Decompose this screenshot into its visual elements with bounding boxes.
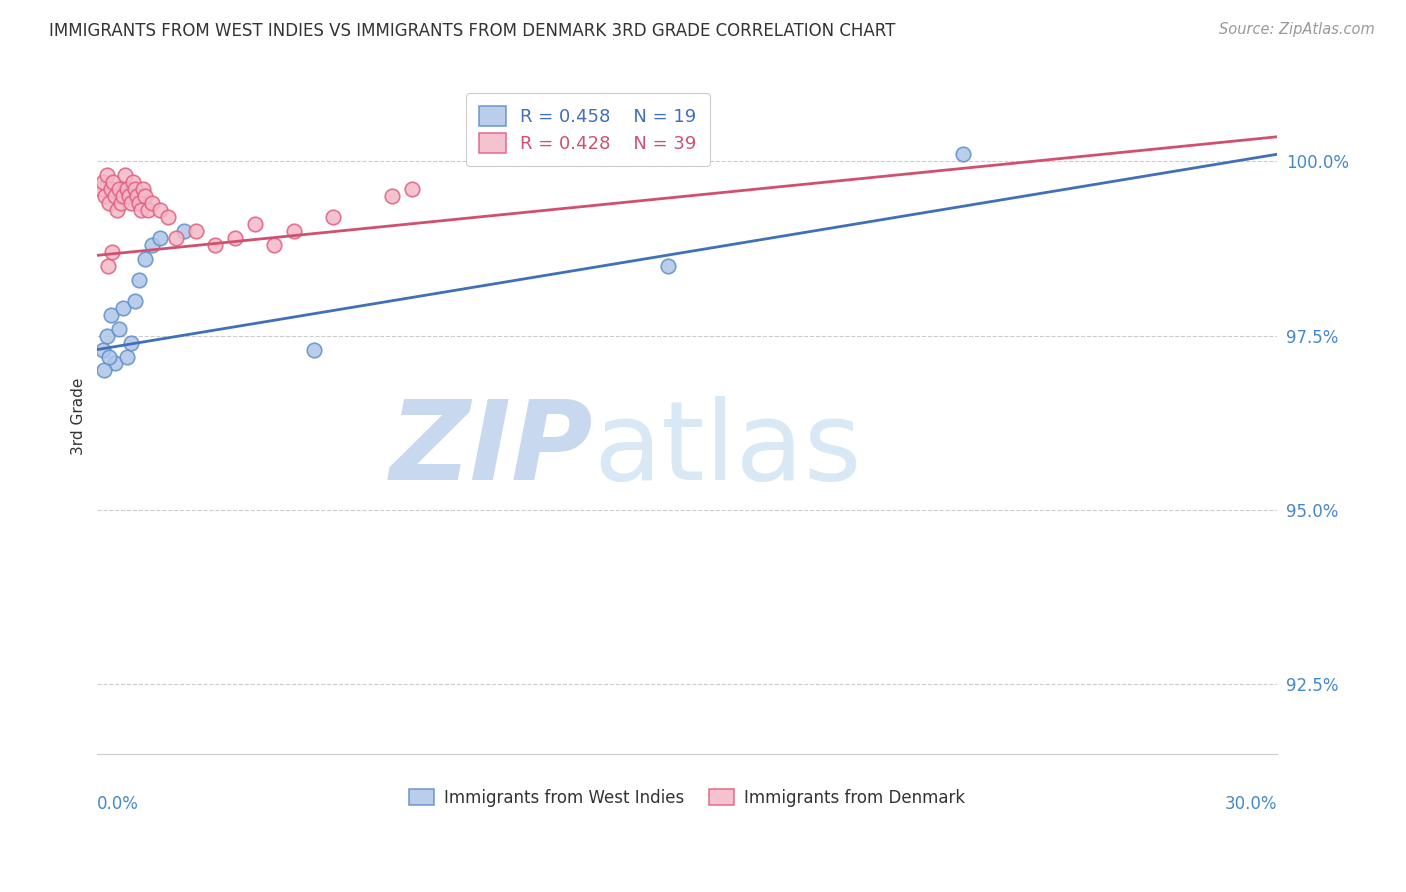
Point xyxy=(149,231,172,245)
Point xyxy=(114,168,136,182)
Point xyxy=(401,182,423,196)
Point xyxy=(204,238,226,252)
Y-axis label: 3rd Grade: 3rd Grade xyxy=(72,377,86,455)
Point xyxy=(104,357,127,371)
Point xyxy=(138,202,160,217)
Point xyxy=(98,196,121,211)
Text: Source: ZipAtlas.com: Source: ZipAtlas.com xyxy=(1219,22,1375,37)
Point xyxy=(120,335,142,350)
Point xyxy=(263,238,285,252)
Point xyxy=(322,210,344,224)
Point xyxy=(98,350,121,364)
Point xyxy=(184,224,207,238)
Legend: Immigrants from West Indies, Immigrants from Denmark: Immigrants from West Indies, Immigrants … xyxy=(402,782,973,814)
Point xyxy=(149,202,172,217)
Point xyxy=(96,328,118,343)
Point xyxy=(108,321,131,335)
Point xyxy=(157,210,180,224)
Point xyxy=(128,273,150,287)
Point xyxy=(124,182,146,196)
Point xyxy=(243,217,266,231)
Point xyxy=(111,189,134,203)
Point xyxy=(115,350,138,364)
Point xyxy=(657,259,679,273)
Point xyxy=(111,301,134,315)
Point xyxy=(91,343,114,357)
Point xyxy=(141,238,163,252)
Text: 30.0%: 30.0% xyxy=(1225,795,1278,813)
Point xyxy=(131,182,153,196)
Point xyxy=(93,363,115,377)
Point xyxy=(108,182,131,196)
Point xyxy=(101,175,124,189)
Point xyxy=(141,196,163,211)
Point xyxy=(224,231,246,245)
Point xyxy=(100,182,122,196)
Point xyxy=(101,244,124,259)
Point xyxy=(302,343,325,357)
Point xyxy=(134,189,156,203)
Point xyxy=(134,252,156,266)
Point xyxy=(104,189,127,203)
Point xyxy=(124,293,146,308)
Point xyxy=(100,308,122,322)
Text: IMMIGRANTS FROM WEST INDIES VS IMMIGRANTS FROM DENMARK 3RD GRADE CORRELATION CHA: IMMIGRANTS FROM WEST INDIES VS IMMIGRANT… xyxy=(49,22,896,40)
Point xyxy=(94,189,117,203)
Point xyxy=(118,189,141,203)
Point xyxy=(97,259,120,273)
Point xyxy=(129,202,152,217)
Point xyxy=(110,196,132,211)
Point xyxy=(90,182,112,196)
Point xyxy=(105,202,128,217)
Point xyxy=(165,231,187,245)
Point xyxy=(128,196,150,211)
Point xyxy=(121,175,143,189)
Text: ZIP: ZIP xyxy=(389,396,593,503)
Point xyxy=(125,189,148,203)
Text: 0.0%: 0.0% xyxy=(97,795,139,813)
Point xyxy=(283,224,305,238)
Point xyxy=(91,175,114,189)
Point xyxy=(173,224,195,238)
Point xyxy=(115,182,138,196)
Text: atlas: atlas xyxy=(593,396,862,503)
Point xyxy=(952,147,974,161)
Point xyxy=(381,189,404,203)
Point xyxy=(96,168,118,182)
Point xyxy=(120,196,142,211)
